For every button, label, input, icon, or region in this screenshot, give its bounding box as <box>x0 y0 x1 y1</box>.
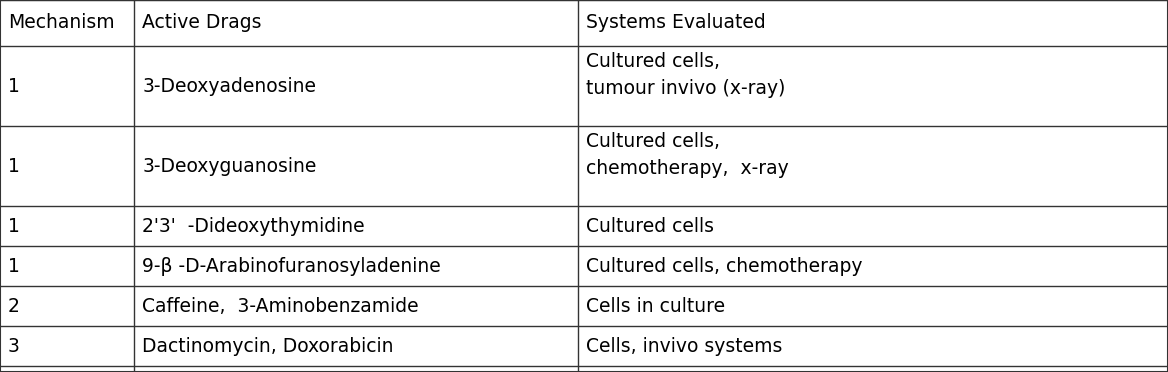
Text: Dactinomycin, Doxorabicin: Dactinomycin, Doxorabicin <box>142 337 394 356</box>
Text: 1: 1 <box>8 157 20 176</box>
Text: Cells in culture: Cells in culture <box>586 296 725 315</box>
Text: Cultured cells,
chemotherapy,  x-ray: Cultured cells, chemotherapy, x-ray <box>586 132 788 177</box>
Text: Mechanism: Mechanism <box>8 13 114 32</box>
Text: 1: 1 <box>8 257 20 276</box>
Text: Systems Evaluated: Systems Evaluated <box>586 13 766 32</box>
Text: Caffeine,  3-Aminobenzamide: Caffeine, 3-Aminobenzamide <box>142 296 419 315</box>
Text: 3-Deoxyguanosine: 3-Deoxyguanosine <box>142 157 317 176</box>
Text: 3: 3 <box>8 337 20 356</box>
Text: 9-β -D-Arabinofuranosyladenine: 9-β -D-Arabinofuranosyladenine <box>142 257 442 276</box>
Text: 1: 1 <box>8 77 20 96</box>
Text: Cultured cells,
tumour invivo (x-ray): Cultured cells, tumour invivo (x-ray) <box>586 52 786 97</box>
Text: Cells, invivo systems: Cells, invivo systems <box>586 337 783 356</box>
Text: 2'3'  -Dideoxythymidine: 2'3' -Dideoxythymidine <box>142 217 364 235</box>
Text: 3-Deoxyadenosine: 3-Deoxyadenosine <box>142 77 317 96</box>
Text: Cultured cells, chemotherapy: Cultured cells, chemotherapy <box>586 257 863 276</box>
Text: Active Drags: Active Drags <box>142 13 262 32</box>
Text: 2: 2 <box>8 296 20 315</box>
Text: 1: 1 <box>8 217 20 235</box>
Text: Cultured cells: Cultured cells <box>586 217 714 235</box>
